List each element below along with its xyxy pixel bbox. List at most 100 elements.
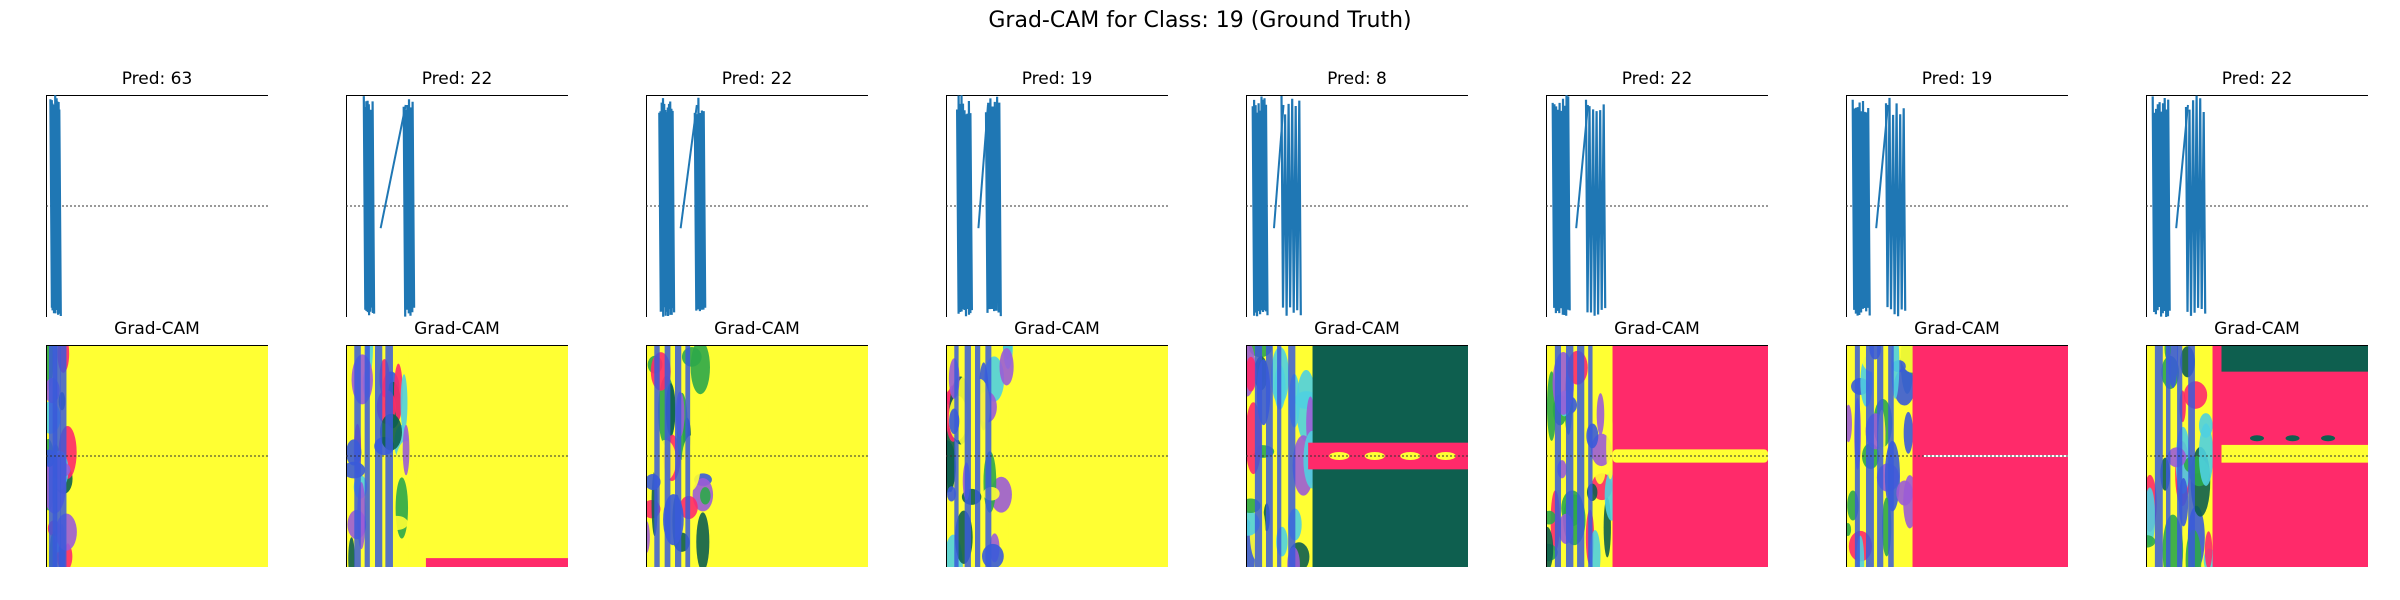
gradcam-panel-7-blob-25 bbox=[1896, 480, 1913, 506]
signal-panel-7-ramp bbox=[1875, 104, 1889, 229]
gradcam-panel-2-blob-23 bbox=[400, 374, 408, 432]
gradcam-panel-2-trace-1 bbox=[354, 345, 361, 567]
signal-panel-5-spike-bundle-2 bbox=[1280, 95, 1302, 316]
gradcam-panel-4-trace-4 bbox=[985, 345, 992, 567]
gradcam-panel-2-blob-10 bbox=[394, 363, 403, 421]
signal-panel-5-ramp bbox=[1272, 104, 1285, 229]
gradcam-panel-5 bbox=[1246, 345, 1468, 567]
gradcam-panel-6-title: Grad-CAM bbox=[1614, 319, 1700, 339]
gradcam-panel-6-blob-15 bbox=[1606, 416, 1615, 480]
signal-panel-8-plot bbox=[2146, 95, 2368, 317]
gradcam-panel-6-trace-3 bbox=[1577, 345, 1585, 567]
gradcam-panel-5-trace-2 bbox=[1265, 345, 1273, 567]
gradcam-panel-2-blob-25 bbox=[402, 424, 410, 476]
signal-panel-1-spike-bundle-1 bbox=[49, 95, 62, 317]
signal-panel-4-spike-bundle-1 bbox=[956, 95, 973, 317]
gradcam-panel-7-trace-2 bbox=[1865, 345, 1874, 567]
signal-panel-3-plot bbox=[646, 95, 868, 317]
gradcam-panel-7-trace-1 bbox=[1854, 345, 1860, 567]
gradcam-panel-6-trace-2 bbox=[1565, 345, 1574, 567]
gradcam-panel-3-blob-22 bbox=[681, 435, 701, 491]
signal-panel-7-title: Pred: 19 bbox=[1921, 69, 1993, 89]
gradcam-panel-7-blob-3 bbox=[1903, 411, 1913, 454]
gradcam-panel-3 bbox=[646, 345, 868, 567]
signal-panel-1-plot bbox=[46, 95, 268, 317]
gradcam-panel-8-mid-dot-2 bbox=[2285, 435, 2300, 442]
gradcam-panel-6-blob-26 bbox=[1546, 510, 1556, 525]
gradcam-panel-7-plot bbox=[1846, 345, 2068, 567]
gradcam-panel-4-trace-3 bbox=[975, 345, 981, 567]
signal-panel-7-plot bbox=[1846, 95, 2068, 317]
gradcam-panel-7-trace-3 bbox=[1877, 345, 1884, 567]
signal-panel-3-spike-bundle-1 bbox=[658, 98, 676, 317]
gradcam-panel-2-title: Grad-CAM bbox=[414, 319, 500, 339]
gradcam-panel-5-blob-24 bbox=[1246, 356, 1257, 392]
gradcam-panel-1-title: Grad-CAM bbox=[114, 319, 200, 339]
signal-panel-8 bbox=[2146, 95, 2368, 317]
signal-panel-7 bbox=[1846, 95, 2068, 317]
gradcam-panel-6-plot bbox=[1546, 345, 1768, 567]
signal-panel-2-title: Pred: 22 bbox=[421, 69, 493, 89]
signal-panel-5-title: Pred: 8 bbox=[1327, 69, 1387, 89]
gradcam-panel-6-blob-24 bbox=[1546, 526, 1554, 567]
gradcam-panel-8-plot bbox=[2146, 345, 2368, 567]
signal-panel-7-spike-bundle-2 bbox=[1884, 97, 1907, 317]
gradcam-panel-3-blob-6 bbox=[696, 512, 710, 567]
signal-panel-6-plot bbox=[1546, 95, 1768, 317]
gradcam-panel-5-plot bbox=[1246, 345, 1468, 567]
signal-panel-2-spike-bundle-2 bbox=[402, 99, 416, 317]
figure-title: Grad-CAM for Class: 19 (Ground Truth) bbox=[988, 8, 1412, 33]
signal-panel-4 bbox=[946, 95, 1168, 317]
gradcam-panel-8-blob-23 bbox=[2146, 487, 2156, 546]
signal-panel-8-title: Pred: 22 bbox=[2221, 69, 2293, 89]
gradcam-panel-8 bbox=[2146, 345, 2368, 567]
gradcam-panel-3-plot bbox=[646, 345, 868, 567]
gradcam-panel-8-blob-8 bbox=[2204, 531, 2213, 567]
gradcam-panel-7-blob-26 bbox=[1846, 522, 1852, 537]
signal-panel-1-title: Pred: 63 bbox=[121, 69, 193, 89]
gradcam-panel-8-blob-22 bbox=[2183, 381, 2208, 409]
gradcam-panel-4-trace-1 bbox=[954, 345, 959, 567]
signal-panel-2 bbox=[346, 95, 568, 317]
signal-panel-5-plot bbox=[1246, 95, 1468, 317]
gradcam-panel-8-mid-dot-3 bbox=[2321, 435, 2336, 442]
gradcam-panel-3-blob-23 bbox=[700, 487, 711, 505]
gradcam-panel-5-title: Grad-CAM bbox=[1314, 319, 1400, 339]
gradcam-panel-6-blob-18 bbox=[1596, 393, 1605, 436]
gradcam-panel-8-mid-dot-1 bbox=[2250, 435, 2264, 442]
signal-panel-6-spike-bundle-1 bbox=[1551, 95, 1571, 316]
signal-panel-6 bbox=[1546, 95, 1768, 317]
gradcam-panel-1 bbox=[46, 345, 268, 567]
signal-panel-2-ramp bbox=[379, 104, 407, 229]
gradcam-panel-7-blob-5 bbox=[1893, 368, 1915, 406]
signal-panel-4-title: Pred: 19 bbox=[1021, 69, 1093, 89]
gradcam-panel-2 bbox=[346, 345, 568, 567]
signal-panel-2-spike-bundle-1 bbox=[362, 96, 376, 316]
gradcam-panel-4-blob-26 bbox=[947, 486, 956, 502]
gradcam-panel-2-trace-4 bbox=[385, 345, 393, 567]
signal-panel-2-plot bbox=[346, 95, 568, 317]
gradcam-panel-3-trace-1 bbox=[654, 345, 660, 567]
gradcam-panel-2-plot bbox=[346, 345, 568, 567]
signal-panel-3 bbox=[646, 95, 868, 317]
signal-panel-6-title: Pred: 22 bbox=[1621, 69, 1693, 89]
signal-panel-8-ramp bbox=[2175, 104, 2189, 229]
gradcam-panel-8-title: Grad-CAM bbox=[2214, 319, 2300, 339]
gradcam-panel-8-blob-13 bbox=[2167, 345, 2179, 389]
gradcam-panel-8-blob-26 bbox=[2146, 535, 2156, 548]
gradcam-panel-7 bbox=[1846, 345, 2068, 567]
gradcam-panel-6-trace-1 bbox=[1554, 345, 1561, 567]
signal-panel-4-ramp bbox=[977, 104, 989, 229]
gradcam-panel-8-mid-band bbox=[2221, 444, 2368, 463]
signal-panel-5 bbox=[1246, 95, 1468, 317]
gradcam-panel-1-plot bbox=[46, 345, 268, 567]
signal-panel-4-spike-bundle-2 bbox=[984, 96, 1002, 317]
signal-panel-1 bbox=[46, 95, 268, 317]
gradcam-panel-5-mid-dot-4 bbox=[1435, 452, 1456, 460]
gradcam-panel-4-title: Grad-CAM bbox=[1014, 319, 1100, 339]
signal-panel-3-title: Pred: 22 bbox=[721, 69, 793, 89]
signal-panel-8-spike-bundle-1 bbox=[2151, 96, 2171, 317]
gradcam-panel-6 bbox=[1546, 345, 1768, 567]
gradcam-panel-8-trace-2 bbox=[2165, 345, 2171, 567]
